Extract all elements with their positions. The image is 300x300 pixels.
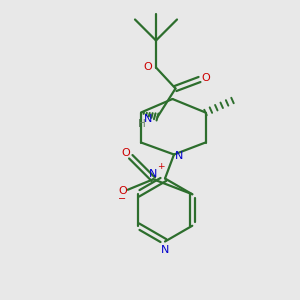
Text: N: N	[149, 169, 158, 179]
Text: O: O	[202, 73, 211, 83]
Text: H: H	[138, 118, 146, 129]
Text: N: N	[144, 113, 153, 124]
Text: O: O	[118, 186, 127, 196]
Text: N: N	[175, 151, 184, 161]
Text: N: N	[161, 245, 169, 255]
Text: −: −	[118, 194, 126, 204]
Text: +: +	[157, 162, 164, 171]
Text: O: O	[143, 62, 152, 73]
Text: O: O	[121, 148, 130, 158]
